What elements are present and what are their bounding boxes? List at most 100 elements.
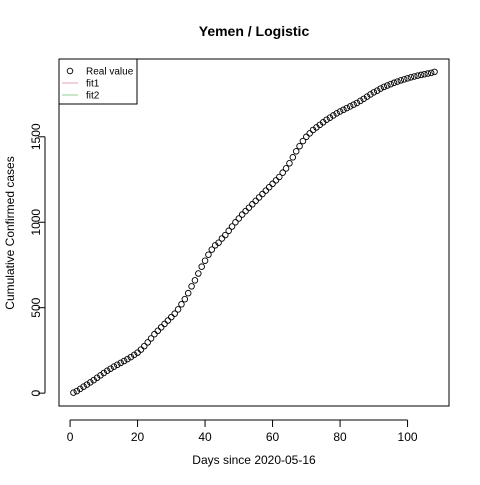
- data-point: [353, 99, 361, 107]
- data-point: [279, 169, 286, 176]
- data-point: [184, 289, 192, 297]
- data-point: [225, 227, 232, 235]
- data-point: [80, 383, 87, 390]
- chart-title: Yemen / Logistic: [199, 23, 310, 39]
- data-point: [377, 85, 384, 92]
- data-point: [73, 387, 81, 395]
- data-point: [346, 103, 354, 110]
- data-point: [370, 89, 378, 96]
- data-point: [171, 310, 178, 317]
- data-point: [83, 381, 91, 388]
- data-point: [208, 246, 216, 253]
- data-point: [218, 235, 226, 242]
- data-point: [103, 367, 111, 375]
- data-point: [130, 351, 138, 359]
- data-point: [336, 108, 344, 115]
- data-point: [299, 137, 307, 145]
- data-point: [174, 306, 182, 313]
- x-tick-label: 60: [266, 430, 280, 444]
- data-point: [276, 173, 283, 181]
- data-point: [120, 357, 128, 365]
- data-point: [272, 177, 280, 184]
- data-point: [397, 77, 405, 84]
- data-point: [157, 324, 165, 331]
- x-tick-label: 40: [198, 430, 212, 444]
- data-point: [76, 385, 84, 393]
- legend-label: Real value: [86, 67, 134, 78]
- data-point: [191, 277, 199, 284]
- data-point: [262, 187, 270, 194]
- data-point: [411, 73, 418, 80]
- data-point: [296, 142, 303, 150]
- data-point: [421, 70, 428, 78]
- data-point: [390, 79, 398, 87]
- y-tick-label: 500: [29, 297, 43, 317]
- data-point: [286, 160, 293, 167]
- data-point: [363, 93, 371, 100]
- data-point: [255, 194, 263, 201]
- data-point: [265, 183, 273, 191]
- data-point: [404, 75, 411, 82]
- data-point: [141, 342, 148, 350]
- data-point: [127, 353, 135, 361]
- data-point: [144, 339, 151, 346]
- legend-box: [58, 58, 138, 105]
- y-axis-label: Cumulative Confirmed cases: [3, 156, 17, 309]
- data-point: [147, 335, 155, 342]
- data-point: [431, 68, 438, 76]
- data-point: [306, 130, 313, 137]
- data-point: [424, 70, 432, 77]
- data-point: [124, 355, 131, 363]
- data-point: [235, 215, 243, 222]
- data-point: [114, 361, 121, 369]
- data-point: [350, 101, 357, 108]
- x-tick-label: 100: [398, 430, 418, 444]
- data-point: [289, 154, 297, 161]
- data-point: [373, 87, 381, 94]
- data-point: [249, 201, 256, 208]
- data-point: [330, 112, 337, 119]
- data-point: [228, 223, 236, 230]
- data-point: [201, 257, 209, 264]
- data-point: [178, 301, 185, 308]
- x-axis-label: Days since 2020-05-16: [192, 453, 316, 467]
- data-point: [154, 327, 162, 335]
- y-tick-label: 1000: [29, 209, 43, 236]
- legend-label: fit2: [86, 91, 100, 102]
- data-point: [198, 263, 205, 270]
- data-point: [87, 379, 94, 386]
- data-point: [151, 330, 158, 338]
- legend-label: fit1: [86, 79, 100, 90]
- data-point: [417, 71, 425, 79]
- data-point: [245, 204, 253, 211]
- data-point: [259, 190, 266, 198]
- data-point: [205, 251, 212, 258]
- data-point: [400, 76, 408, 83]
- data-point: [384, 82, 391, 89]
- data-point: [70, 389, 77, 396]
- data-point: [195, 270, 202, 277]
- data-point: [252, 197, 259, 205]
- x-tick-label: 20: [131, 430, 145, 444]
- data-point: [360, 95, 367, 103]
- data-point: [407, 74, 415, 81]
- data-point: [333, 110, 340, 117]
- data-point: [161, 320, 168, 328]
- x-tick-label: 0: [67, 430, 74, 444]
- data-point: [107, 365, 114, 372]
- plot-frame: [58, 58, 450, 407]
- data-point: [188, 283, 195, 290]
- data-point: [117, 359, 124, 367]
- data-point: [232, 218, 239, 226]
- points-layer: [70, 68, 438, 396]
- data-point: [168, 313, 175, 321]
- data-point: [238, 211, 246, 218]
- data-point: [380, 83, 388, 91]
- y-tick-label: 0: [29, 389, 43, 396]
- data-point: [414, 72, 421, 79]
- y-tick-label: 1500: [29, 123, 43, 150]
